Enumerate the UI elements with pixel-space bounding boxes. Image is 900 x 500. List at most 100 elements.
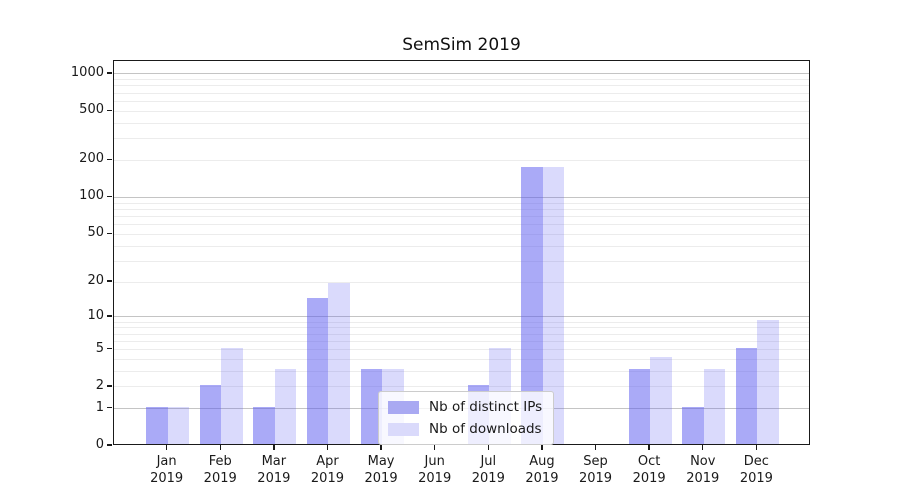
gridline-minor [114,233,809,235]
gridline-minor [114,358,809,360]
x-tick-month: May [367,454,395,469]
x-tick-label-jun: Jun 2019 [403,453,467,487]
chart-title: SemSim 2019 [402,35,521,55]
y-tick-mark [107,347,112,350]
gridline-minor [114,245,809,247]
x-tick-month: Jan [156,454,177,469]
x-tick-year: 2019 [739,471,773,486]
x-tick-month: Dec [743,454,769,469]
x-tick-year: 2019 [257,471,291,486]
x-tick-month: Nov [690,454,716,469]
legend-row-distinct-ips: Nb of distinct IPs [388,399,542,415]
x-tick-label-jul: Jul 2019 [456,453,520,487]
x-tick-month: Apr [316,454,339,469]
gridline-major [114,73,809,75]
x-tick-month: Jun [424,454,445,469]
y-tick-mark [107,444,112,446]
x-tick-year: 2019 [471,471,505,486]
bar-distinct-ips-oct [628,369,651,444]
x-tick-year: 2019 [525,471,559,486]
gridline-minor [114,281,809,283]
x-tick-mark [702,445,704,450]
bar-distinct-ips-apr [307,298,329,444]
y-tick-label: 10 [87,307,104,323]
y-tick-label: 50 [87,225,104,241]
x-tick-mark [165,445,168,450]
x-tick-mark [755,445,758,450]
y-tick-label: 5 [95,340,104,356]
legend-swatch-distinct-ips [388,400,419,414]
gridline-minor [114,386,809,388]
bar-downloads-feb [221,347,243,444]
bar-downloads-dec [757,320,779,444]
y-tick-label: 20 [87,273,104,289]
x-tick-month: Jul [480,454,497,469]
bar-downloads-apr [328,282,350,444]
bar-distinct-ips-jan [146,406,168,444]
x-tick-year: 2019 [686,471,720,486]
bar-downloads-nov [703,369,726,444]
x-tick-label-jan: Jan 2019 [135,453,199,487]
x-tick-mark [433,445,436,450]
gridline-minor [114,159,809,161]
gridline-minor [114,327,809,329]
y-tick-mark [107,195,112,198]
x-tick-mark [273,445,275,450]
x-tick-month: Oct [637,454,661,469]
y-tick-mark [107,315,112,317]
gridline-minor [114,85,809,87]
gridline-minor [114,110,809,112]
y-tick-mark [107,72,112,74]
bar-distinct-ips-mar [253,406,275,444]
x-tick-mark [219,445,221,450]
bar-downloads-mar [274,369,297,444]
x-tick-mark [594,445,597,450]
x-tick-year: 2019 [310,471,344,486]
y-tick-label: 200 [79,151,104,167]
legend: Nb of distinct IPs Nb of downloads [378,391,555,445]
bar-distinct-ips-feb [199,384,222,444]
gridline-major [114,196,809,198]
gridline-minor [114,122,809,124]
y-tick-label: 1000 [70,64,104,80]
gridline-minor [114,92,809,94]
bar-distinct-ips-dec [735,347,758,444]
x-tick-label-feb: Feb 2019 [188,453,252,487]
gridline-minor [114,138,809,140]
x-tick-label-aug: Aug 2019 [510,453,574,487]
y-tick-mark [107,406,112,409]
x-tick-mark [648,445,650,450]
legend-row-downloads: Nb of downloads [388,421,542,437]
x-tick-mark [326,445,329,450]
x-tick-year: 2019 [418,471,452,486]
bar-downloads-jan [167,406,190,444]
gridline-minor [114,321,809,323]
gridline-minor [114,100,809,102]
x-tick-year: 2019 [203,471,237,486]
bar-distinct-ips-aug [521,167,543,444]
gridline-minor [114,79,809,81]
x-tick-label-sep: Sep 2019 [564,453,628,487]
x-tick-label-may: May 2019 [349,453,413,487]
gridline-minor [114,224,809,226]
x-tick-month: Aug [529,454,555,469]
x-tick-year: 2019 [578,471,613,486]
gridline-minor [114,370,809,372]
bar-distinct-ips-nov [682,406,704,444]
x-tick-label-dec: Dec 2019 [724,453,788,487]
x-tick-month: Sep [583,454,608,469]
x-tick-year: 2019 [364,471,398,486]
y-tick-label: 100 [79,188,104,204]
y-tick-label: 2 [95,377,104,393]
x-tick-year: 2019 [150,471,184,486]
y-tick-mark [107,158,112,161]
x-tick-mark [541,445,543,450]
plot-area [113,60,810,445]
y-tick-mark [107,280,112,282]
gridline-minor [114,208,809,210]
legend-swatch-downloads [388,422,419,436]
gridline-minor [114,333,809,335]
x-tick-label-apr: Apr 2019 [295,453,359,487]
legend-label-distinct-ips: Nb of distinct IPs [429,399,543,415]
x-tick-mark [380,445,382,450]
